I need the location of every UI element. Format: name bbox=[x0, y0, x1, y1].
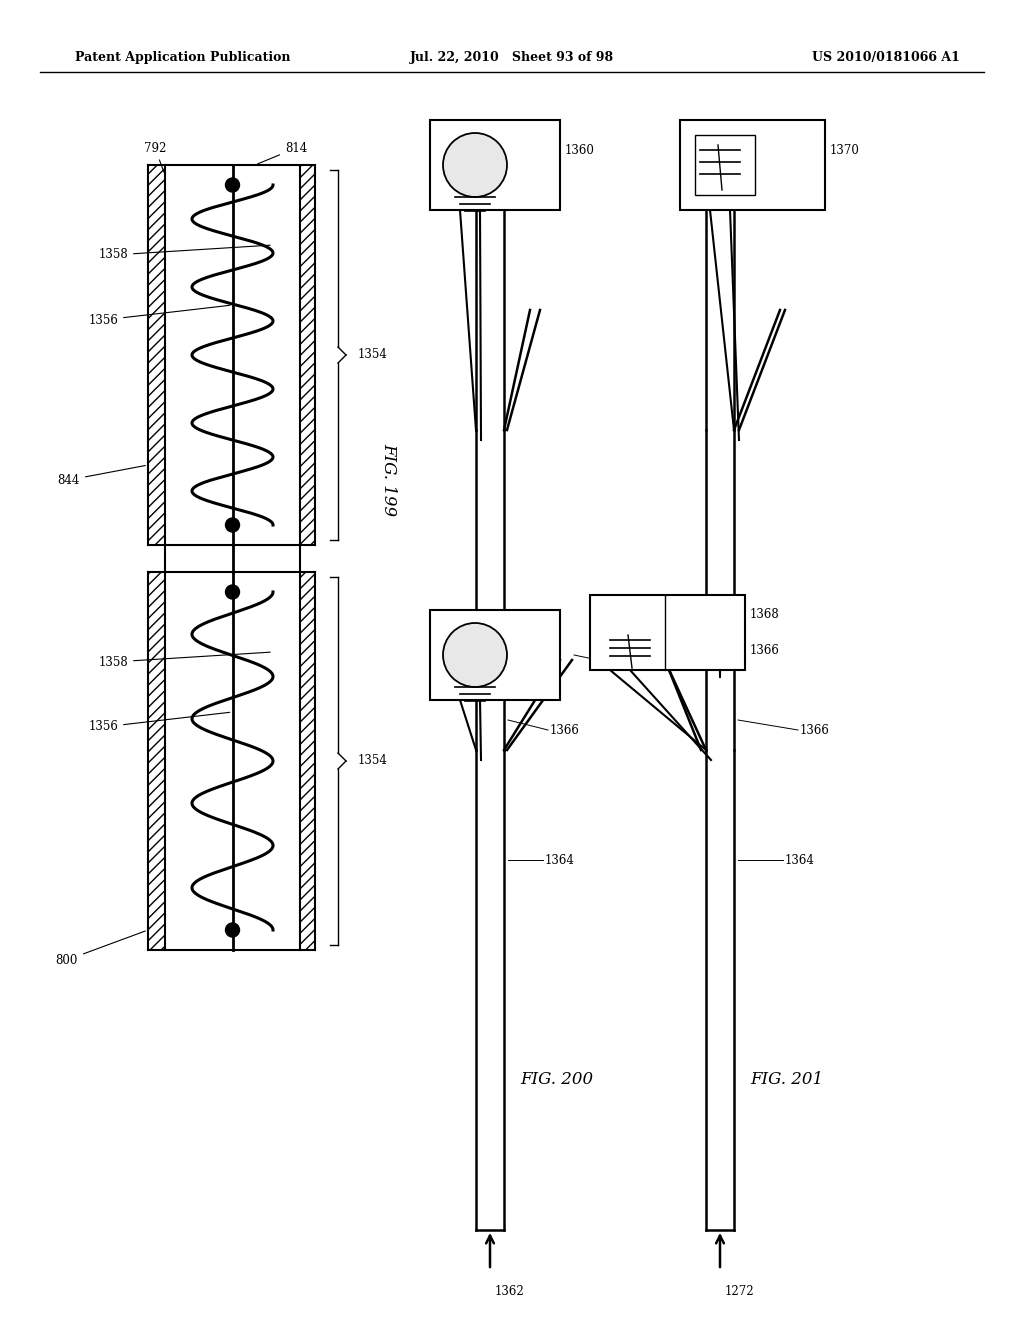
Text: Jul. 22, 2010   Sheet 93 of 98: Jul. 22, 2010 Sheet 93 of 98 bbox=[410, 51, 614, 65]
Circle shape bbox=[225, 585, 240, 599]
Text: 1368: 1368 bbox=[750, 609, 779, 622]
Text: FIG. 199: FIG. 199 bbox=[380, 444, 397, 516]
Text: 1370: 1370 bbox=[830, 144, 860, 157]
Text: 1362: 1362 bbox=[495, 1284, 524, 1298]
Bar bbox=[590, 595, 745, 671]
Circle shape bbox=[225, 178, 240, 191]
Text: 1368: 1368 bbox=[600, 653, 630, 667]
Bar bbox=[695, 135, 755, 195]
Text: 1366: 1366 bbox=[800, 723, 829, 737]
Text: 814: 814 bbox=[258, 141, 307, 164]
Text: 1354: 1354 bbox=[358, 348, 388, 362]
Text: 1364: 1364 bbox=[545, 854, 574, 866]
Circle shape bbox=[443, 133, 507, 197]
Text: 1270: 1270 bbox=[510, 628, 540, 642]
Bar bbox=[430, 610, 560, 700]
Text: 1354: 1354 bbox=[358, 755, 388, 767]
Text: Patent Application Publication: Patent Application Publication bbox=[75, 51, 291, 65]
Bar bbox=[300, 165, 315, 545]
Circle shape bbox=[443, 623, 507, 686]
Circle shape bbox=[225, 923, 240, 937]
Text: 1370: 1370 bbox=[612, 612, 642, 626]
Text: FIG. 201: FIG. 201 bbox=[750, 1072, 823, 1089]
Bar bbox=[148, 572, 165, 950]
Circle shape bbox=[225, 517, 240, 532]
Text: 800: 800 bbox=[55, 931, 145, 966]
Text: 1358: 1358 bbox=[98, 652, 270, 668]
Bar bbox=[300, 572, 315, 950]
Text: US 2010/0181066 A1: US 2010/0181066 A1 bbox=[812, 51, 961, 65]
Text: 1358: 1358 bbox=[98, 246, 270, 261]
Text: 1364: 1364 bbox=[785, 854, 815, 866]
Text: FIG. 200: FIG. 200 bbox=[520, 1072, 593, 1089]
Text: 1356: 1356 bbox=[88, 305, 229, 326]
Text: 1356: 1356 bbox=[88, 713, 229, 734]
Text: 1366: 1366 bbox=[750, 644, 780, 656]
Bar bbox=[165, 572, 300, 950]
Bar bbox=[680, 120, 825, 210]
Text: 1370: 1370 bbox=[760, 144, 790, 157]
Text: 1366: 1366 bbox=[550, 723, 580, 737]
Bar bbox=[165, 165, 300, 545]
Text: 1272: 1272 bbox=[725, 1284, 755, 1298]
Bar bbox=[430, 120, 560, 210]
Text: 1270: 1270 bbox=[687, 612, 717, 626]
Text: 1360: 1360 bbox=[565, 144, 595, 157]
Bar bbox=[148, 165, 165, 545]
Text: 792: 792 bbox=[143, 141, 166, 173]
Text: 844: 844 bbox=[57, 466, 145, 487]
